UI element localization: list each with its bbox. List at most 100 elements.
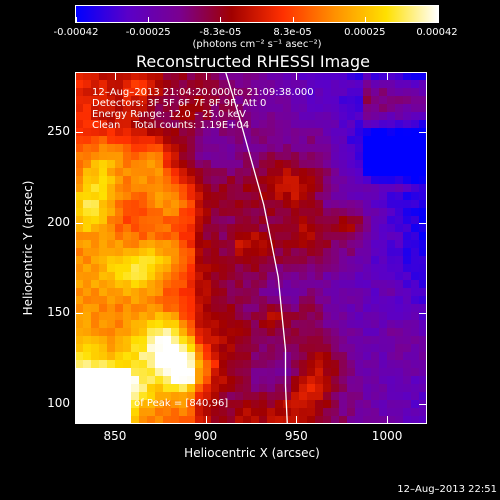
- heatmap-cell: [235, 96, 244, 105]
- heatmap-cell: [115, 296, 124, 305]
- heatmap-cell: [235, 216, 244, 225]
- heatmap-cell: [339, 200, 348, 209]
- heatmap-cell: [339, 144, 348, 153]
- heatmap-cell: [323, 264, 332, 273]
- heatmap-cell: [99, 192, 108, 201]
- heatmap-cell: [99, 96, 108, 105]
- heatmap-cell: [163, 144, 172, 153]
- heatmap-cell: [267, 112, 276, 121]
- heatmap-cell: [91, 384, 100, 393]
- heatmap-cell: [307, 416, 316, 424]
- heatmap-cell: [243, 248, 252, 257]
- heatmap-cell: [139, 264, 148, 273]
- heatmap-cell: [171, 104, 180, 113]
- heatmap-cell: [323, 88, 332, 97]
- heatmap-cell: [219, 144, 228, 153]
- heatmap-cell: [75, 184, 84, 193]
- heatmap-cell: [283, 304, 292, 313]
- heatmap-cell: [339, 368, 348, 377]
- heatmap-cell: [387, 368, 396, 377]
- heatmap-cell: [267, 400, 276, 409]
- heatmap-cell: [83, 80, 92, 89]
- y-tick-mark: [419, 404, 427, 406]
- heatmap-cell: [243, 200, 252, 209]
- heatmap-cell: [187, 256, 196, 265]
- heatmap-cell: [155, 184, 164, 193]
- heatmap-cell: [331, 232, 340, 241]
- heatmap-cell: [299, 416, 308, 424]
- heatmap-cell: [331, 320, 340, 329]
- heatmap-cell: [387, 344, 396, 353]
- heatmap-cell: [171, 176, 180, 185]
- heatmap-cell: [379, 256, 388, 265]
- heatmap-cell: [315, 144, 324, 153]
- heatmap-cell: [267, 152, 276, 161]
- heatmap-cell: [403, 232, 412, 241]
- heatmap-cell: [411, 328, 420, 337]
- heatmap-cell: [411, 216, 420, 225]
- heatmap-cell: [403, 200, 412, 209]
- heatmap-cell: [139, 208, 148, 217]
- heatmap-cell: [107, 72, 116, 81]
- heatmap-cell: [371, 104, 380, 113]
- heatmap-cell: [195, 264, 204, 273]
- heatmap-cell: [275, 264, 284, 273]
- heatmap-cell: [387, 136, 396, 145]
- heatmap-cell: [107, 368, 116, 377]
- heatmap-cell: [147, 312, 156, 321]
- heatmap-cell: [387, 256, 396, 265]
- heatmap-cell: [331, 160, 340, 169]
- heatmap-cell: [259, 208, 268, 217]
- solar-limb-line: [224, 72, 288, 424]
- heatmap-cell: [155, 336, 164, 345]
- heatmap-cell: [395, 88, 404, 97]
- heatmap-cell: [123, 416, 132, 424]
- heatmap-cell: [75, 176, 84, 185]
- heatmap-cell: [203, 224, 212, 233]
- heatmap-cell: [355, 296, 364, 305]
- heatmap-cell: [203, 296, 212, 305]
- heatmap-cell: [179, 232, 188, 241]
- heatmap-cell: [251, 104, 260, 113]
- heatmap-cell: [171, 200, 180, 209]
- heatmap-cell: [123, 240, 132, 249]
- heatmap-cell: [363, 320, 372, 329]
- heatmap-cell: [315, 152, 324, 161]
- heatmap-cell: [155, 240, 164, 249]
- heatmap-cell: [379, 192, 388, 201]
- heatmap-cell: [227, 120, 236, 129]
- heatmap-plot: [75, 72, 427, 424]
- heatmap-cell: [155, 360, 164, 369]
- heatmap-cell: [235, 320, 244, 329]
- heatmap-cell: [131, 136, 140, 145]
- heatmap-cell: [331, 96, 340, 105]
- heatmap-cell: [299, 400, 308, 409]
- heatmap-cell: [379, 200, 388, 209]
- heatmap-cell: [259, 216, 268, 225]
- heatmap-cell: [251, 96, 260, 105]
- heatmap-cell: [363, 232, 372, 241]
- heatmap-cell: [307, 256, 316, 265]
- heatmap-cell: [315, 120, 324, 129]
- heatmap-cell: [131, 168, 140, 177]
- heatmap-cell: [323, 296, 332, 305]
- heatmap-cell: [371, 80, 380, 89]
- heatmap-cell: [323, 376, 332, 385]
- heatmap-cell: [219, 416, 228, 424]
- heatmap-cell: [219, 96, 228, 105]
- heatmap-cell: [395, 176, 404, 185]
- heatmap-cell: [283, 368, 292, 377]
- heatmap-cell: [179, 288, 188, 297]
- heatmap-cell: [363, 352, 372, 361]
- heatmap-cell: [387, 296, 396, 305]
- heatmap-cell: [395, 352, 404, 361]
- heatmap-cell: [299, 88, 308, 97]
- heatmap-cell: [75, 248, 84, 257]
- heatmap-cell: [315, 112, 324, 121]
- heatmap-cell: [299, 256, 308, 265]
- plot-frame: [75, 72, 427, 424]
- heatmap-cell: [363, 192, 372, 201]
- heatmap-cell: [323, 224, 332, 233]
- heatmap-cell: [267, 384, 276, 393]
- heatmap-cell: [411, 224, 420, 233]
